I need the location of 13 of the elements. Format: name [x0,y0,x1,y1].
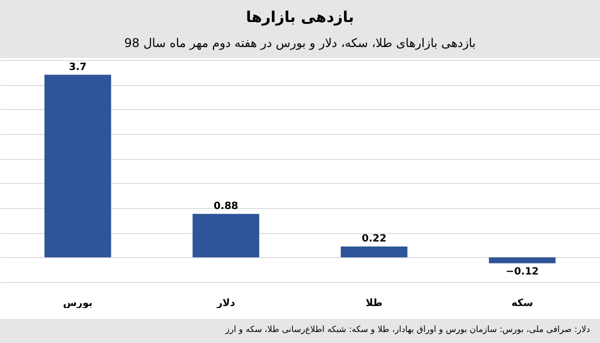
x-tick-label: طلا [366,298,383,309]
text: دلار: صرافی ملی، بورس: سازمان بورس و اوراق بهادار، طلا و سکه: شبکه اطلاع‌رسانی طلا، سکه و ارز [0,319,600,343]
bar [488,257,556,264]
x-tick-label: سکه [511,298,534,309]
data-label: −0.12 [506,266,539,278]
data-label: 0.22 [362,233,386,244]
data-label: 0.88 [214,200,238,212]
data-label: 3.7 [68,62,87,73]
bar [340,246,408,258]
bar [44,74,112,258]
chart-title: بازدهی بازارها [244,7,356,28]
chart-subtitle: بازدهی بازارهای طلا، سکه، دلار و بورس در هفته دوم مهر ماه سال 98 [123,35,477,50]
bar [192,214,260,258]
